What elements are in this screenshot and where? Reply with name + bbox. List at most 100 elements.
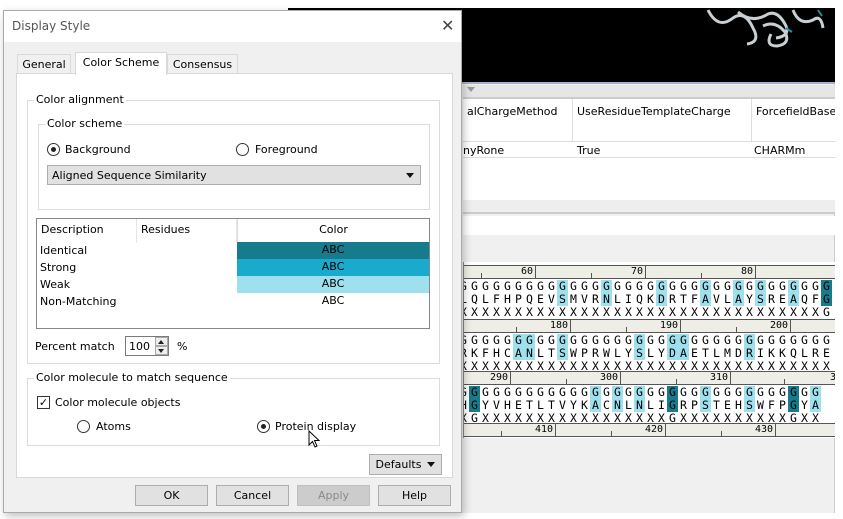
residue[interactable]: G bbox=[515, 385, 522, 399]
header-residues[interactable]: Residues bbox=[137, 219, 237, 243]
residue[interactable]: A bbox=[700, 293, 711, 306]
residue[interactable]: G bbox=[471, 279, 478, 293]
residue[interactable]: K bbox=[471, 346, 478, 360]
residue[interactable]: H bbox=[504, 292, 511, 306]
residue[interactable]: L bbox=[713, 346, 720, 360]
residue[interactable]: X bbox=[592, 411, 599, 425]
residue[interactable]: G bbox=[667, 386, 678, 399]
column-header-use-residue-template-charge[interactable]: UseResidueTemplateCharge bbox=[573, 99, 752, 141]
residue[interactable]: L bbox=[647, 398, 654, 412]
residue[interactable]: L bbox=[482, 292, 489, 306]
residue[interactable]: Y bbox=[570, 398, 577, 412]
residue[interactable]: F bbox=[768, 398, 775, 412]
residue[interactable]: G bbox=[504, 385, 511, 399]
residue[interactable]: F bbox=[691, 292, 698, 306]
residue[interactable]: X bbox=[768, 305, 775, 319]
header-color[interactable]: Color bbox=[237, 219, 429, 243]
residue[interactable]: Q bbox=[801, 292, 808, 306]
residue[interactable]: F bbox=[493, 292, 500, 306]
residue[interactable]: G bbox=[592, 279, 599, 293]
residue[interactable]: G bbox=[504, 279, 511, 293]
residue[interactable]: D bbox=[735, 346, 742, 360]
residue[interactable]: X bbox=[526, 411, 533, 425]
sequence-line[interactable]: RKFHCANLTSWPRWLYSLYDAETLMDRIKKQLRE bbox=[464, 346, 832, 360]
residue[interactable]: M bbox=[570, 292, 577, 306]
residue[interactable]: G bbox=[658, 333, 665, 347]
residue[interactable]: G bbox=[601, 280, 612, 293]
help-button[interactable]: Help bbox=[378, 485, 451, 506]
collapse-arrow-icon[interactable] bbox=[467, 87, 475, 92]
residue[interactable]: X bbox=[614, 359, 621, 373]
residue[interactable]: X bbox=[570, 411, 577, 425]
residue[interactable]: T bbox=[548, 346, 555, 360]
residue[interactable]: G bbox=[812, 279, 819, 293]
spin-up-icon[interactable] bbox=[155, 337, 168, 346]
residue[interactable]: F bbox=[812, 292, 819, 306]
residue[interactable]: G bbox=[724, 333, 731, 347]
residue[interactable]: Q bbox=[526, 292, 533, 306]
residue[interactable]: G bbox=[667, 334, 678, 347]
residue[interactable]: R bbox=[812, 346, 819, 360]
residue[interactable]: X bbox=[757, 411, 764, 425]
residue[interactable]: X bbox=[812, 359, 819, 373]
residue[interactable]: G bbox=[724, 385, 731, 399]
residue[interactable]: G bbox=[625, 385, 632, 399]
residue[interactable]: X bbox=[669, 305, 676, 319]
residue[interactable]: G bbox=[581, 333, 588, 347]
residue[interactable]: A bbox=[810, 399, 821, 412]
residue[interactable]: G bbox=[524, 334, 535, 347]
residue[interactable]: G bbox=[757, 385, 764, 399]
residue[interactable]: S bbox=[557, 293, 568, 306]
residue[interactable]: N bbox=[524, 347, 535, 360]
residue[interactable]: X bbox=[790, 359, 797, 373]
row-identical-label[interactable]: Identical bbox=[40, 244, 88, 257]
residue[interactable]: Q bbox=[636, 292, 643, 306]
residue[interactable]: G bbox=[768, 385, 775, 399]
consensus-line[interactable]: GGGGGGGGGGGGGGGGGGGGGGGGGGGGGGGGGG bbox=[464, 279, 832, 293]
residue[interactable]: G bbox=[464, 280, 469, 293]
residue[interactable]: G bbox=[590, 386, 601, 399]
residue[interactable]: G bbox=[625, 333, 632, 347]
residue[interactable]: X bbox=[735, 305, 742, 319]
residue[interactable]: X bbox=[779, 305, 786, 319]
residue[interactable]: G bbox=[614, 279, 621, 293]
tab-color-scheme[interactable]: Color Scheme bbox=[75, 52, 167, 75]
residue[interactable]: F bbox=[482, 346, 489, 360]
residue[interactable]: X bbox=[735, 411, 742, 425]
residue[interactable]: G bbox=[603, 385, 610, 399]
residue[interactable]: X bbox=[614, 411, 621, 425]
residue[interactable]: X bbox=[812, 305, 819, 319]
residue[interactable]: G bbox=[768, 279, 775, 293]
residue[interactable]: X bbox=[537, 305, 544, 319]
residue[interactable]: X bbox=[724, 359, 731, 373]
residue[interactable]: X bbox=[746, 411, 753, 425]
residue[interactable]: P bbox=[779, 398, 786, 412]
residue[interactable]: X bbox=[581, 359, 588, 373]
residue[interactable]: X bbox=[658, 359, 665, 373]
residue[interactable]: X bbox=[559, 359, 566, 373]
residue[interactable]: X bbox=[746, 305, 753, 319]
residue[interactable]: X bbox=[482, 411, 489, 425]
residue[interactable]: X bbox=[636, 359, 643, 373]
residue[interactable]: K bbox=[779, 346, 786, 360]
residue[interactable]: H bbox=[735, 398, 742, 412]
residue[interactable]: A bbox=[513, 347, 524, 360]
sequence-viewer[interactable]: 607080GGGGGGGGGGGGGGGGGGGGGGGGGGGGGGGGGG… bbox=[463, 262, 835, 438]
residue[interactable]: T bbox=[713, 398, 720, 412]
residue[interactable]: G bbox=[744, 334, 755, 347]
residue[interactable]: X bbox=[636, 411, 643, 425]
residue[interactable]: G bbox=[680, 279, 687, 293]
residue[interactable]: W bbox=[603, 346, 610, 360]
residue[interactable]: D bbox=[667, 347, 678, 360]
residue[interactable]: X bbox=[680, 359, 687, 373]
residue[interactable]: X bbox=[570, 305, 577, 319]
sequence-line[interactable]: HGYVHETLTVYKACNLNLIGRPSTEHSWFPGYA bbox=[464, 398, 821, 412]
residue[interactable]: Q bbox=[790, 346, 797, 360]
residue[interactable]: G bbox=[471, 411, 478, 425]
residue[interactable]: C bbox=[603, 398, 610, 412]
residue[interactable]: G bbox=[557, 280, 568, 293]
residue[interactable]: G bbox=[823, 305, 830, 319]
residue[interactable]: X bbox=[471, 359, 478, 373]
residue[interactable]: T bbox=[702, 346, 709, 360]
